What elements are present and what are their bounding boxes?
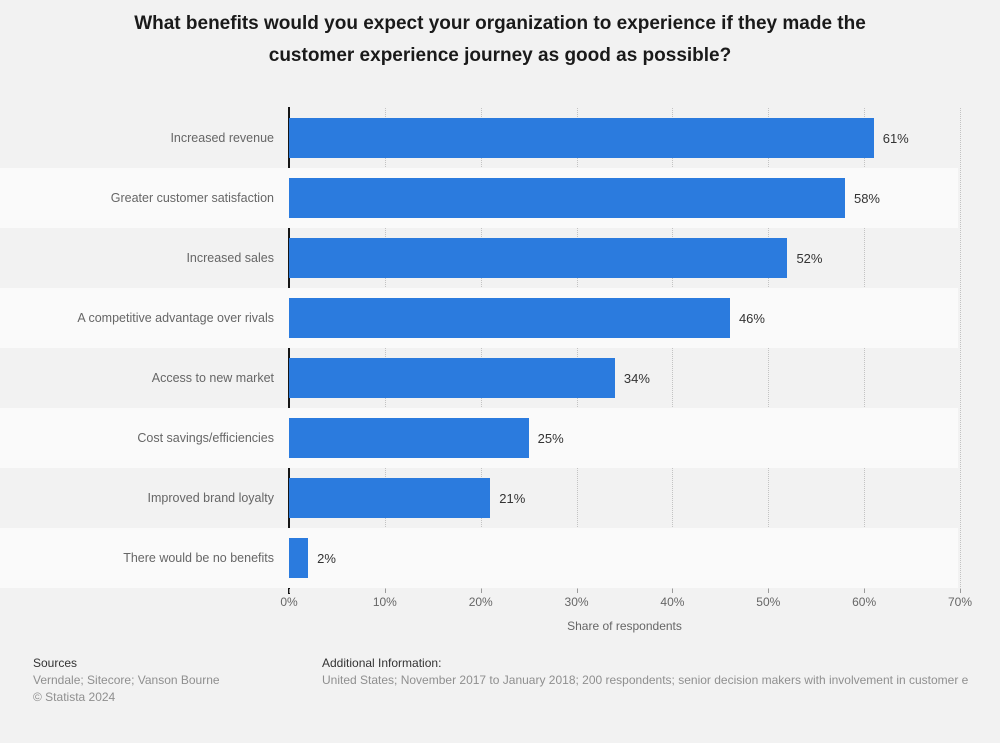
chart-row: There would be no benefits 2% [0,528,1000,588]
x-tick-label: 10% [372,595,397,609]
bar [289,538,309,578]
grid-line [672,108,674,591]
x-tick-label: 0% [280,595,298,609]
category-label: Cost savings/efficiencies [137,431,274,445]
x-tick-label: 30% [564,595,589,609]
category-label: Improved brand loyalty [147,491,274,505]
x-tick [768,589,770,593]
value-label: 21% [499,490,526,506]
x-tick [289,589,290,593]
chart-row: Improved brand loyalty 21% [0,468,1000,528]
value-label: 34% [623,370,650,386]
x-tick-label: 40% [660,595,685,609]
x-tick [672,589,674,593]
x-tick-label: 50% [756,595,781,609]
chart-row: Increased sales 52% [0,228,1000,288]
bar [289,358,615,398]
sources-block: Sources Verndale; Sitecore; Vanson Bourn… [33,655,313,706]
y-axis-line [288,107,290,594]
x-tick [384,589,386,593]
value-label: 2% [317,550,336,566]
plot-area: Share of respondents Increased revenue 61… [0,107,1000,633]
chart-title: What benefits would you expect your orga… [0,8,1000,72]
grid-line [576,108,578,591]
category-label: There would be no benefits [123,551,274,565]
value-label: 25% [537,430,564,446]
category-label: A competitive advantage over rivals [77,311,274,325]
category-label: Access to new market [151,371,274,385]
chart-row: Cost savings/efficiencies 25% [0,408,1000,468]
chart-title-line-2: customer experience journey as good as p… [268,45,732,66]
x-axis-label: Share of respondents [567,619,682,633]
sources-text: Verndale; Sitecore; Vanson Bourne [33,673,220,687]
bar [289,118,874,158]
bar [289,478,491,518]
chart-footer: Sources Verndale; Sitecore; Vanson Bourn… [33,655,1000,715]
copyright-text: © Statista 2024 [33,690,116,704]
bar [289,418,529,458]
category-label: Greater customer satisfaction [110,191,274,205]
grid-line [864,108,866,591]
bar [289,178,845,218]
chart-row: Access to new market 34% [0,348,1000,408]
chart-row: Increased revenue 61% [0,108,1000,168]
x-tick-label: 60% [852,595,877,609]
x-tick [576,589,578,593]
grid-line [768,108,770,591]
row-stripe [0,528,958,588]
x-tick [480,589,482,593]
category-label: Increased revenue [170,131,274,145]
bar [289,238,788,278]
additional-info-text: United States; November 2017 to January … [322,673,969,687]
x-tick-label: 70% [947,595,973,609]
grid-line [960,108,961,591]
grid-line [384,108,386,591]
category-label: Increased sales [186,251,274,265]
bar [289,298,730,338]
chart-row: Greater customer satisfaction 58% [0,168,1000,228]
value-label: 46% [738,310,765,326]
sources-label: Sources [33,656,78,670]
x-tick-label: 20% [468,595,493,609]
x-tick [960,589,961,593]
chart-row: A competitive advantage over rivals 46% [0,288,1000,348]
value-label: 58% [853,190,880,206]
value-label: 61% [882,130,909,146]
additional-info-block: Additional Information: United States; N… [322,655,1000,689]
x-tick [864,589,866,593]
additional-info-label: Additional Information: [322,656,442,670]
grid-line [480,108,482,591]
value-label: 52% [796,250,823,266]
chart-title-line-1: What benefits would you expect your orga… [134,13,866,34]
